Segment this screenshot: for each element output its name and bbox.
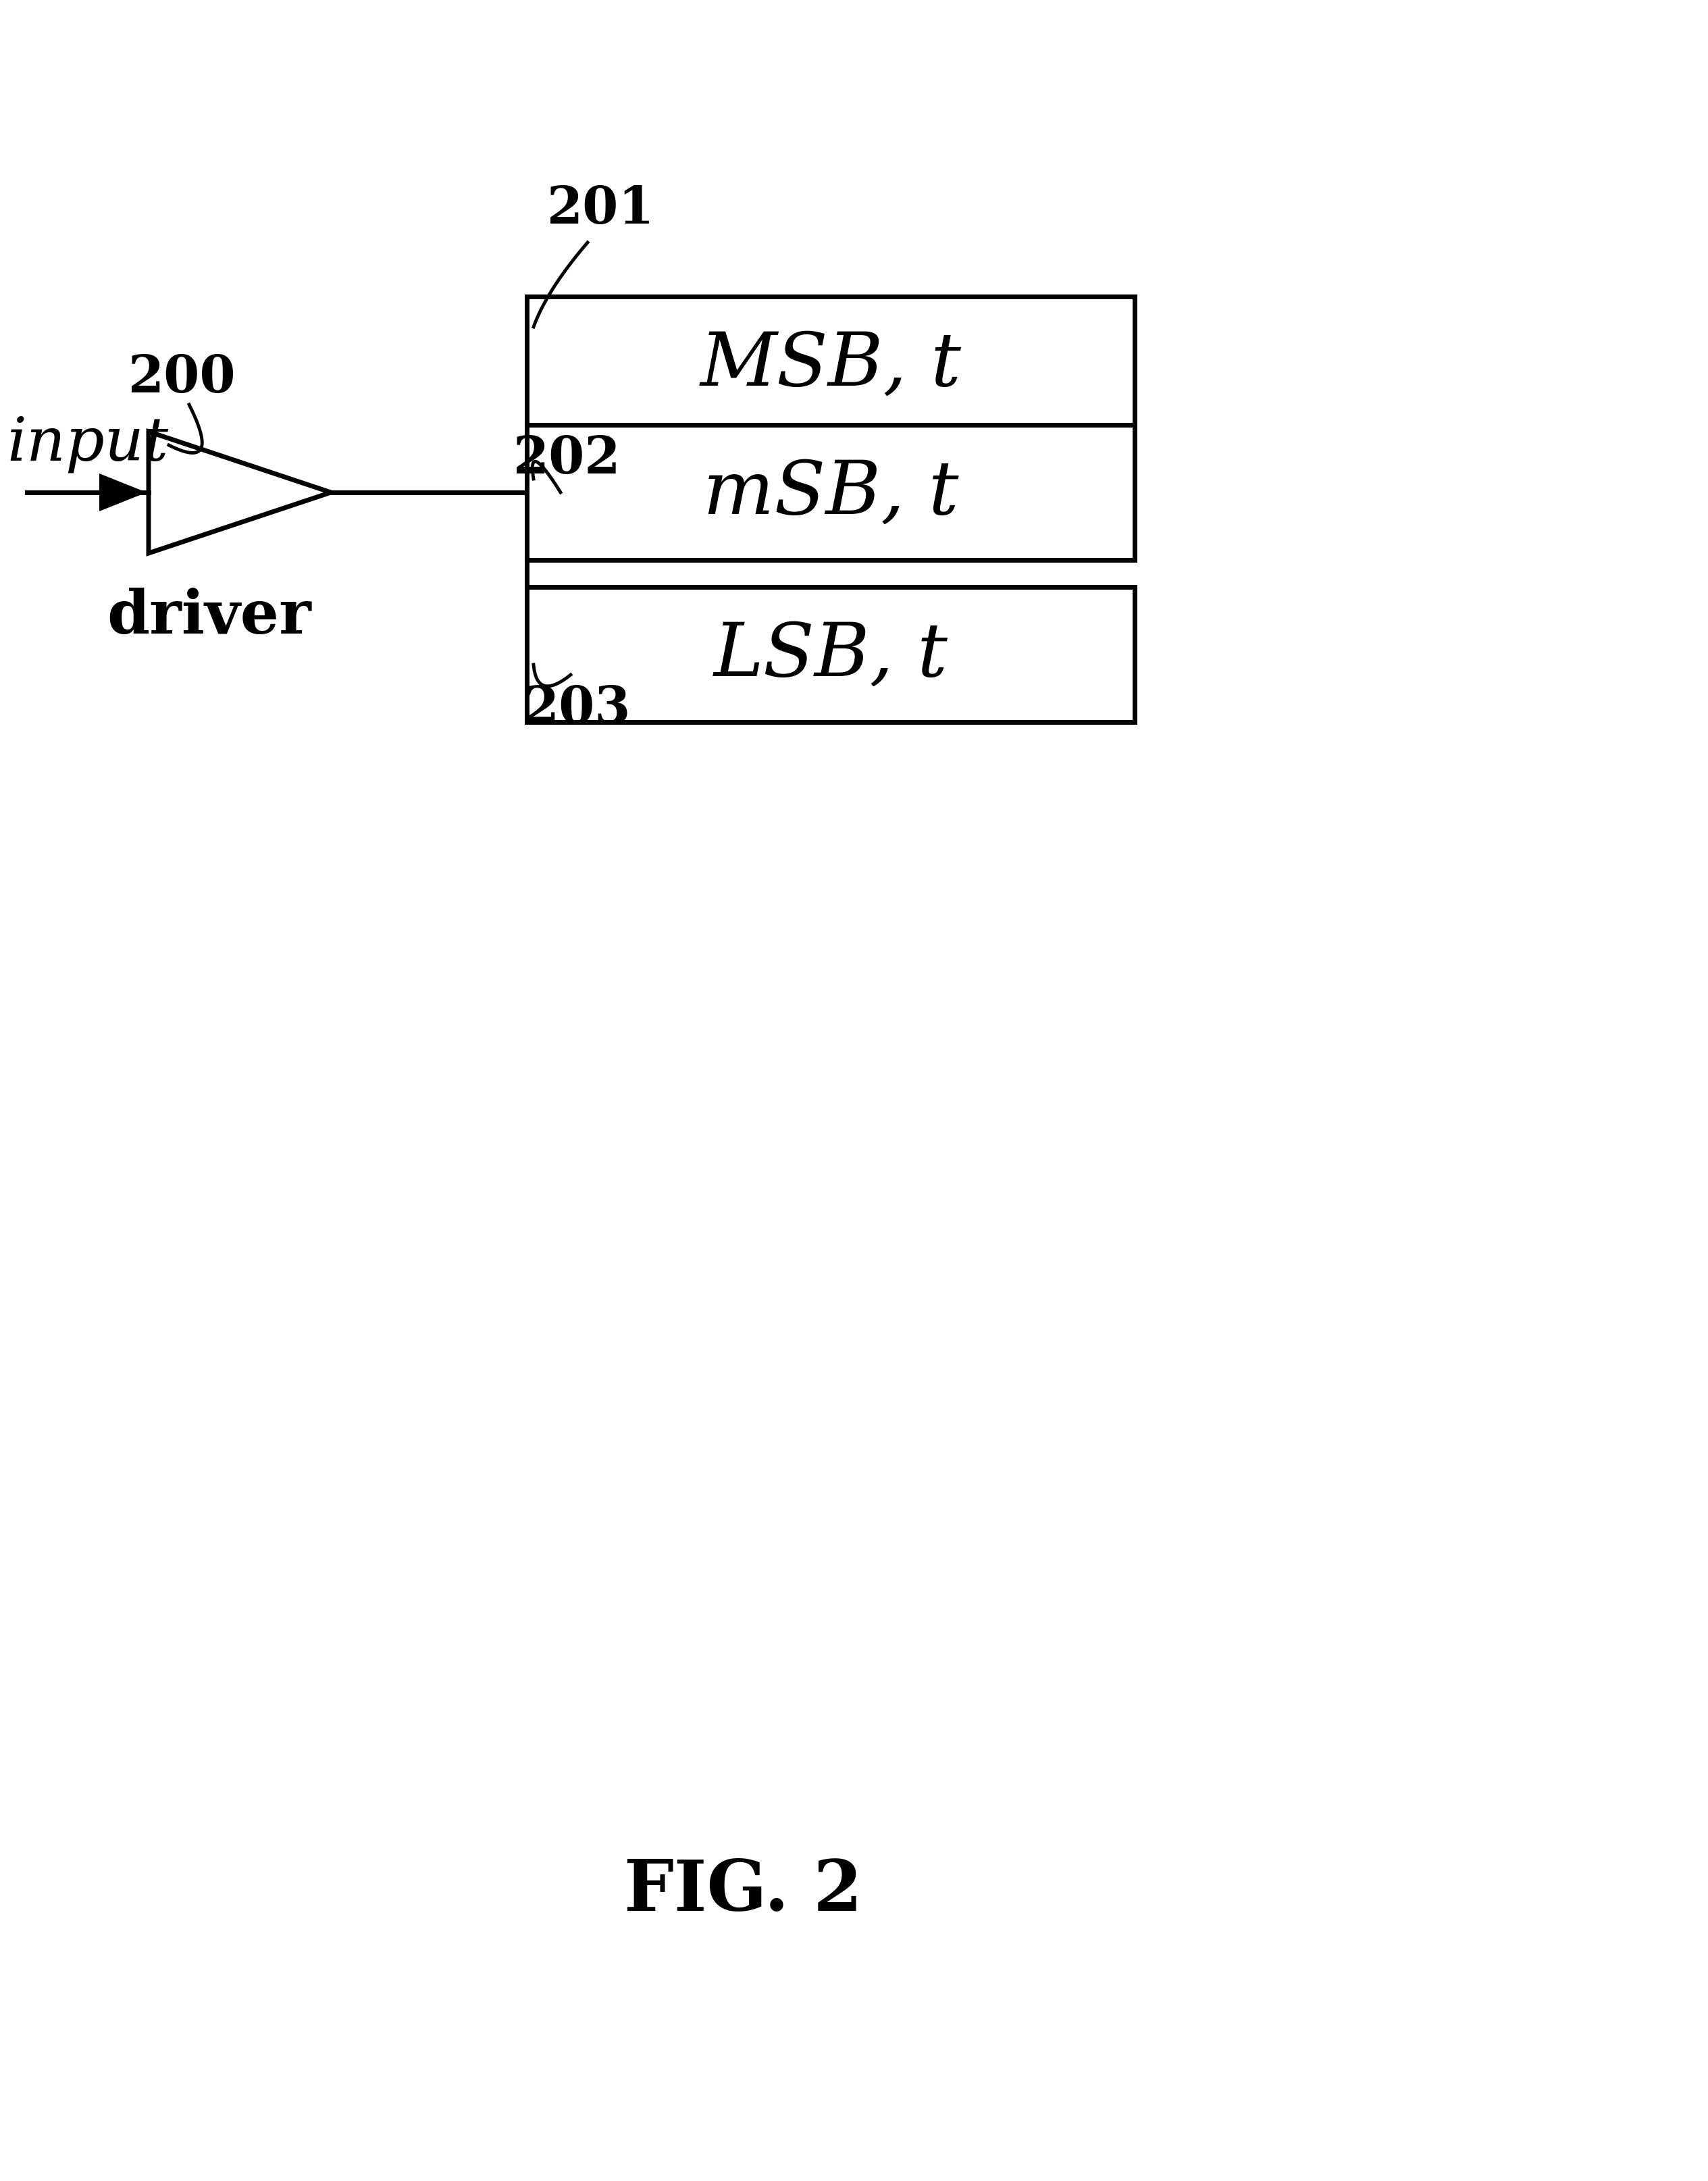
Text: mSB, t: mSB, t	[704, 456, 958, 530]
Text: 201: 201	[547, 185, 654, 233]
Text: MSB, t: MSB, t	[700, 329, 962, 401]
Text: driver: driver	[108, 587, 311, 646]
Bar	[526, 425, 1134, 561]
Bar	[526, 587, 1134, 722]
Text: 200: 200	[128, 353, 236, 403]
Text: input: input	[7, 414, 169, 473]
Text: 202: 202	[514, 434, 622, 484]
Text: LSB, t: LSB, t	[714, 619, 948, 691]
Bar	[526, 297, 1134, 432]
Text: FIG. 2: FIG. 2	[623, 1856, 863, 1926]
Text: 203: 203	[524, 685, 632, 735]
Polygon shape	[99, 473, 147, 513]
